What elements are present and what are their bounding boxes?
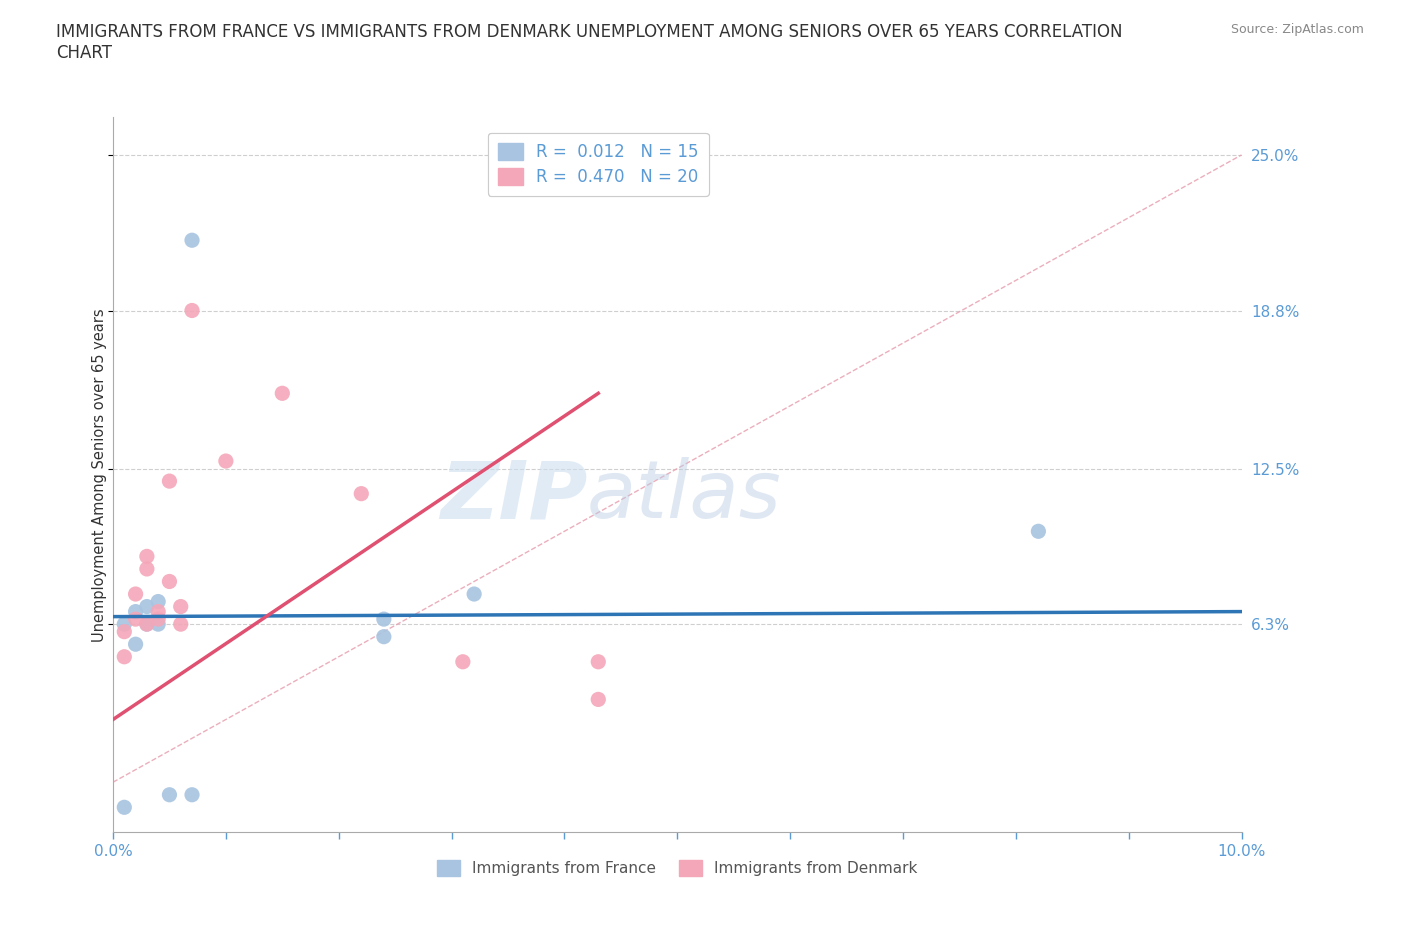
Point	[112, 800, 135, 815]
Point	[170, 617, 193, 631]
Legend: R =  0.012   N = 15, R =  0.470   N = 20: R = 0.012 N = 15, R = 0.470 N = 20	[488, 133, 709, 196]
Point	[146, 612, 169, 627]
Point	[146, 617, 169, 631]
Text: atlas: atlas	[586, 458, 782, 536]
Point	[146, 594, 169, 609]
Point	[124, 604, 146, 619]
Point	[588, 655, 610, 670]
Point	[181, 788, 204, 803]
Y-axis label: Unemployment Among Seniors over 65 years: Unemployment Among Seniors over 65 years	[93, 308, 107, 642]
Point	[373, 630, 395, 644]
Point	[112, 617, 135, 631]
Point	[124, 587, 146, 602]
Text: CHART: CHART	[56, 44, 112, 61]
Text: IMMIGRANTS FROM FRANCE VS IMMIGRANTS FROM DENMARK UNEMPLOYMENT AMONG SENIORS OVE: IMMIGRANTS FROM FRANCE VS IMMIGRANTS FRO…	[56, 23, 1123, 41]
Text: ZIP: ZIP	[440, 458, 586, 536]
Point	[135, 562, 157, 577]
Point	[135, 617, 157, 631]
Point	[112, 624, 135, 639]
Point	[124, 637, 146, 652]
Point	[146, 604, 169, 619]
Point	[451, 655, 474, 670]
Text: Source: ZipAtlas.com: Source: ZipAtlas.com	[1230, 23, 1364, 36]
Point	[588, 692, 610, 707]
Point	[181, 303, 204, 318]
Point	[350, 486, 373, 501]
Point	[181, 232, 204, 247]
Point	[112, 649, 135, 664]
Point	[135, 549, 157, 564]
Point	[135, 599, 157, 614]
Point	[159, 574, 181, 589]
Point	[463, 587, 485, 602]
Point	[135, 617, 157, 631]
Point	[271, 386, 294, 401]
Point	[170, 599, 193, 614]
Point	[159, 473, 181, 488]
Point	[1028, 524, 1050, 538]
Point	[373, 612, 395, 627]
Point	[215, 454, 238, 469]
Point	[124, 612, 146, 627]
Point	[159, 788, 181, 803]
